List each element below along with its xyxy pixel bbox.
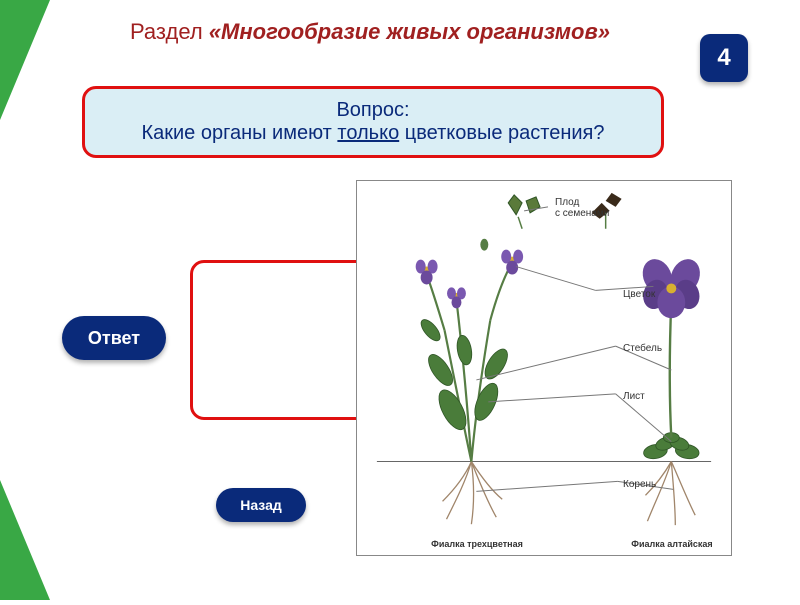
- part-label-2: Стебель: [623, 343, 662, 354]
- slide-number-badge: 4: [700, 34, 748, 82]
- title-prefix: Раздел: [130, 19, 209, 44]
- question-text-before: Какие органы имеют: [141, 122, 337, 144]
- back-button[interactable]: Назад: [216, 488, 306, 522]
- back-button-label: Назад: [240, 497, 282, 513]
- answer-area: [190, 260, 380, 420]
- caption-left: Фиалка трехцветная: [417, 539, 537, 549]
- question-text: Какие органы имеют только цветковые раст…: [141, 122, 604, 145]
- answer-button-label: Ответ: [88, 328, 140, 349]
- caption-right: Фиалка алтайская: [617, 539, 727, 549]
- question-text-after: цветковые растения?: [399, 122, 604, 144]
- plant-diagram: Плод с семенами Цветок Стебель Лист Корень Ф…: [356, 180, 732, 556]
- question-text-underlined: только: [337, 122, 399, 144]
- part-label-0: Плод с семенами: [555, 197, 609, 219]
- section-title: Раздел «Многообразие живых организмов»: [110, 18, 630, 46]
- part-label-3: Лист: [623, 391, 645, 402]
- slide-number: 4: [717, 44, 730, 72]
- part-label-4: Корень: [623, 479, 656, 490]
- answer-button[interactable]: Ответ: [62, 316, 166, 360]
- part-label-1: Цветок: [623, 289, 655, 300]
- title-main: «Многообразие живых организмов»: [209, 19, 610, 44]
- decoration-left: [0, 0, 50, 600]
- question-box: Вопрос: Какие органы имеют только цветко…: [82, 86, 664, 158]
- question-label: Вопрос:: [336, 99, 409, 122]
